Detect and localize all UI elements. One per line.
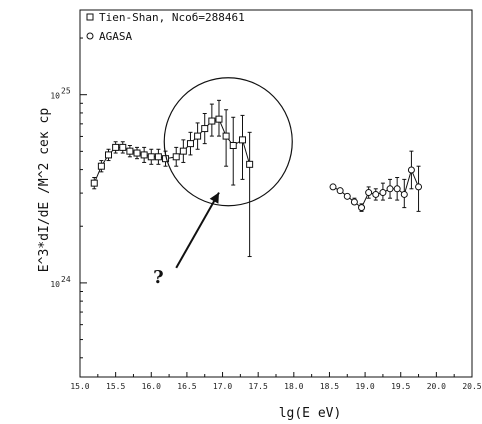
data-point-circle bbox=[336, 187, 344, 195]
data-point-circle bbox=[415, 183, 423, 191]
data-point-square bbox=[208, 117, 216, 125]
legend-circle-marker bbox=[86, 32, 94, 40]
data-point-circle bbox=[379, 189, 387, 197]
data-point-square bbox=[105, 151, 113, 159]
x-tick-label: 20.5 bbox=[462, 382, 481, 391]
data-point-square bbox=[229, 142, 237, 150]
x-tick-label: 16.0 bbox=[142, 382, 161, 391]
x-axis-ticks: 15.0 15.5 16.0 16.5 17.0 17.5 18.0 18.5 19.0 19.5… bbox=[70, 372, 482, 391]
plot-area bbox=[79, 9, 473, 378]
data-point-square bbox=[172, 153, 180, 161]
data-point-square bbox=[201, 125, 209, 133]
x-tick-label: 15.5 bbox=[106, 382, 125, 391]
question-mark-annotation: ? bbox=[153, 267, 164, 288]
legend-square-marker bbox=[86, 13, 94, 21]
x-tick-label: 20.0 bbox=[427, 382, 446, 391]
x-tick-label: 17.5 bbox=[249, 382, 268, 391]
data-point-square bbox=[154, 153, 162, 161]
annotation-layer: ? bbox=[153, 77, 293, 288]
highlight-circle bbox=[163, 77, 293, 207]
data-point-square bbox=[215, 115, 223, 123]
x-tick-label: 18.0 bbox=[284, 382, 303, 391]
data-point-square bbox=[133, 149, 141, 157]
data-point-circle bbox=[343, 192, 351, 200]
data-point-circle bbox=[407, 166, 415, 174]
x-tick-label: 19.5 bbox=[391, 382, 410, 391]
x-tick-label: 15.0 bbox=[70, 382, 89, 391]
y-axis-label: E^3*dI/dE /M^2 сек ср bbox=[37, 108, 52, 273]
y-tick-label: 10 bbox=[50, 280, 60, 289]
y-tick-label: 10 bbox=[50, 92, 60, 101]
data-point-circle bbox=[365, 189, 373, 197]
data-point-circle bbox=[372, 190, 380, 198]
legend-entry-agasa: AGASA bbox=[99, 30, 132, 43]
data-point-circle bbox=[350, 198, 358, 206]
x-axis-label: lg(E eV) bbox=[279, 406, 342, 421]
data-point-square bbox=[222, 132, 230, 140]
data-point-square bbox=[246, 160, 254, 168]
data-point-square bbox=[186, 140, 194, 148]
data-point-circle bbox=[386, 185, 394, 193]
arrow-shaft bbox=[175, 192, 220, 269]
x-tick-label: 16.5 bbox=[177, 382, 196, 391]
data-point-square bbox=[119, 143, 127, 151]
data-point-square bbox=[140, 151, 148, 159]
data-point-square bbox=[179, 147, 187, 155]
data-point-circle bbox=[400, 190, 408, 198]
series-layer bbox=[90, 99, 423, 258]
data-point-square bbox=[126, 147, 134, 155]
legend: Tien-Shan, Nсоб=288461 AGASA bbox=[86, 11, 245, 43]
data-point-square bbox=[239, 136, 247, 144]
x-tick-label: 18.5 bbox=[320, 382, 339, 391]
data-point-square bbox=[97, 162, 105, 170]
x-tick-label: 17.0 bbox=[213, 382, 232, 391]
data-point-square bbox=[90, 179, 98, 187]
data-point-circle bbox=[329, 183, 337, 191]
y-tick-exponent: 25 bbox=[61, 87, 71, 96]
legend-entry-tien-shan: Tien-Shan, Nсоб=288461 bbox=[99, 11, 245, 24]
arrow-head bbox=[209, 192, 219, 204]
x-tick-label: 19.0 bbox=[355, 382, 374, 391]
y-tick-exponent: 24 bbox=[61, 275, 71, 284]
data-point-square bbox=[194, 132, 202, 140]
data-point-square bbox=[112, 143, 120, 151]
data-point-circle bbox=[358, 204, 366, 212]
series-line-0 bbox=[93, 118, 251, 184]
data-point-circle bbox=[393, 185, 401, 193]
data-point-square bbox=[147, 153, 155, 161]
